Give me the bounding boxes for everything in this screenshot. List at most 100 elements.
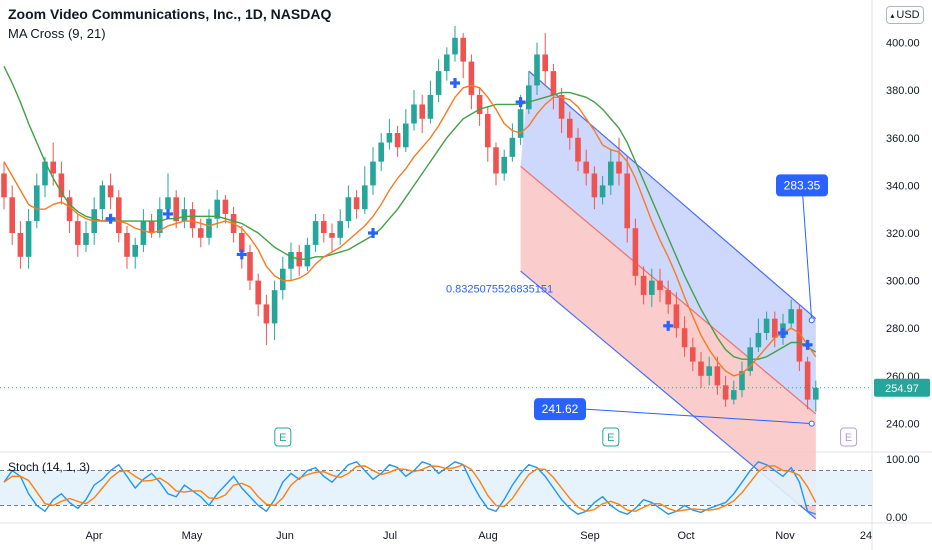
channel-upper-fill xyxy=(520,71,816,414)
candle-body xyxy=(50,161,56,174)
candle-body xyxy=(452,37,458,55)
candle-body xyxy=(222,199,229,214)
candle-body xyxy=(239,233,245,253)
candle-body xyxy=(271,290,278,324)
candle-body xyxy=(804,361,811,400)
candle-body xyxy=(140,221,147,245)
candle-body xyxy=(403,123,409,148)
candle-body xyxy=(468,61,475,95)
last-price-label: 254.97 xyxy=(885,383,919,395)
price-tick-label: 400.00 xyxy=(886,38,920,50)
crossover-marker xyxy=(368,228,378,238)
candle-body xyxy=(75,221,81,245)
candle-body xyxy=(796,309,803,362)
candle-body xyxy=(370,161,376,186)
earnings-label: E xyxy=(607,432,614,444)
price-tick-label: 320.00 xyxy=(886,228,920,240)
candle-body xyxy=(329,233,335,238)
crossover-marker xyxy=(105,213,116,224)
candle-body xyxy=(9,197,15,233)
candle-body xyxy=(148,221,155,233)
candle-body xyxy=(132,244,138,257)
stoch-band xyxy=(0,470,872,506)
earnings-label: E xyxy=(279,432,286,444)
currency-label: USD xyxy=(896,9,920,21)
candle-body xyxy=(698,361,704,376)
channel-start-label-box xyxy=(534,398,586,421)
candle-body xyxy=(189,209,196,229)
candle-body xyxy=(567,118,573,138)
earnings-badge xyxy=(840,427,858,447)
crossover-marker xyxy=(778,327,788,338)
crossover-marker xyxy=(663,320,674,331)
crossover-marker xyxy=(515,97,526,108)
time-tick-label: Jul xyxy=(383,530,397,542)
stoch-d-line xyxy=(3,463,817,513)
channel-end-point xyxy=(808,317,815,324)
candle-body xyxy=(550,71,557,95)
candle-body xyxy=(337,221,343,238)
candle-body xyxy=(763,318,770,333)
candle-body xyxy=(640,275,647,295)
candle-body xyxy=(534,54,540,86)
candle-body xyxy=(263,304,270,324)
candle-body xyxy=(493,147,499,174)
candle-body xyxy=(772,318,778,338)
ma-slow-line xyxy=(3,66,817,360)
candle-body xyxy=(813,387,819,400)
candle-body xyxy=(714,366,721,386)
price-tick-label: 300.00 xyxy=(886,276,920,288)
time-tick-label: Jun xyxy=(276,530,294,542)
stoch-k-line xyxy=(3,461,817,515)
candle-body xyxy=(288,252,294,269)
candle-body xyxy=(198,228,204,238)
channel-end-label: 283.35 xyxy=(784,178,821,192)
time-tick-label: Nov xyxy=(775,530,795,542)
candle-body xyxy=(706,366,712,376)
earnings-label: E xyxy=(845,432,852,444)
candle-body xyxy=(755,332,762,348)
ma-cross-legend[interactable]: MA Cross (9, 21) xyxy=(8,26,106,41)
candle-body xyxy=(542,54,548,72)
crossover-marker xyxy=(802,339,813,350)
candle-body xyxy=(321,221,327,233)
crossover-marker xyxy=(450,78,460,89)
stoch-legend[interactable]: Stoch (14, 1, 3) xyxy=(8,460,91,474)
candle-body xyxy=(788,309,794,324)
candle-body xyxy=(583,161,589,174)
candle-body xyxy=(304,244,311,267)
currency-selector[interactable]: ▴ USD xyxy=(886,6,924,24)
channel-start-label: 241.62 xyxy=(542,402,579,416)
price-tick-label: 340.00 xyxy=(886,180,920,192)
candle-body xyxy=(460,37,466,62)
candle-body xyxy=(517,109,524,138)
candle-body xyxy=(722,385,729,400)
earnings-badge xyxy=(602,427,620,447)
candle-body xyxy=(312,221,319,245)
candle-body xyxy=(99,185,106,210)
candle-body xyxy=(173,197,179,222)
candle-body xyxy=(124,233,130,257)
time-tick-label: 24 xyxy=(860,530,872,542)
ma-fast-line xyxy=(3,84,817,377)
candle-body xyxy=(66,197,73,222)
crossover-marker xyxy=(236,249,247,260)
candle-body xyxy=(280,268,286,291)
time-tick-label: Oct xyxy=(677,530,694,542)
channel-end-connector xyxy=(801,185,813,321)
candle-body xyxy=(649,280,655,295)
candle-body xyxy=(509,137,516,157)
candle-body xyxy=(435,71,442,95)
candle-body xyxy=(731,390,737,400)
candle-body xyxy=(116,197,122,233)
candle-body xyxy=(206,218,212,238)
candle-body xyxy=(624,173,630,229)
channel-ratio-label: 0.8325075526835151 xyxy=(446,284,553,296)
candle-body xyxy=(690,347,696,362)
chevron-up-icon: ▴ xyxy=(890,10,895,20)
channel-upper-line xyxy=(528,70,817,320)
stoch-tick-label: 0.00 xyxy=(886,512,907,524)
candle-body xyxy=(17,233,24,257)
